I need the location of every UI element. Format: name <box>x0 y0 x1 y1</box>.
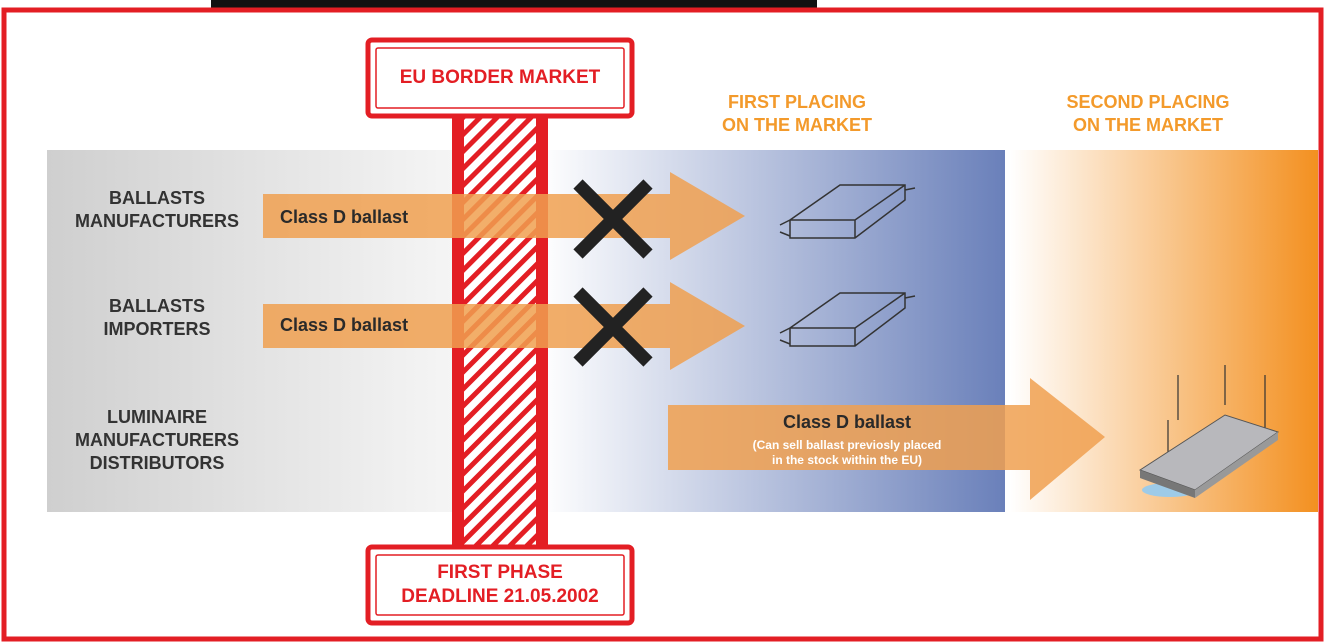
arrow-note: in the stock within the EU) <box>772 453 922 467</box>
arrow-label: Class D ballast <box>280 207 408 227</box>
actor-label: MANUFACTURERS <box>75 430 239 450</box>
deadline-line: FIRST PHASE <box>437 562 563 583</box>
actor-label: IMPORTERS <box>103 319 210 339</box>
actor-label: LUMINAIRE <box>107 407 207 427</box>
deadline-line: DEADLINE 21.05.2002 <box>401 586 599 607</box>
arrow-label: Class D ballast <box>280 315 408 335</box>
zone-title: ON THE MARKET <box>1073 115 1223 135</box>
arrow-note: (Can sell ballast previosly placed <box>753 438 942 452</box>
diagram: EU BORDER MARKET FIRST PHASE DEADLINE 21… <box>0 0 1325 643</box>
actor-label: BALLASTS <box>109 296 205 316</box>
border-title: EU BORDER MARKET <box>400 67 601 88</box>
zone-title: FIRST PLACING <box>728 92 866 112</box>
actor-label: MANUFACTURERS <box>75 211 239 231</box>
actor-label: BALLASTS <box>109 188 205 208</box>
zone-title: ON THE MARKET <box>722 115 872 135</box>
zone-title: SECOND PLACING <box>1066 92 1229 112</box>
arrow-label: Class D ballast <box>783 412 911 432</box>
actor-label: DISTRIBUTORS <box>90 453 225 473</box>
